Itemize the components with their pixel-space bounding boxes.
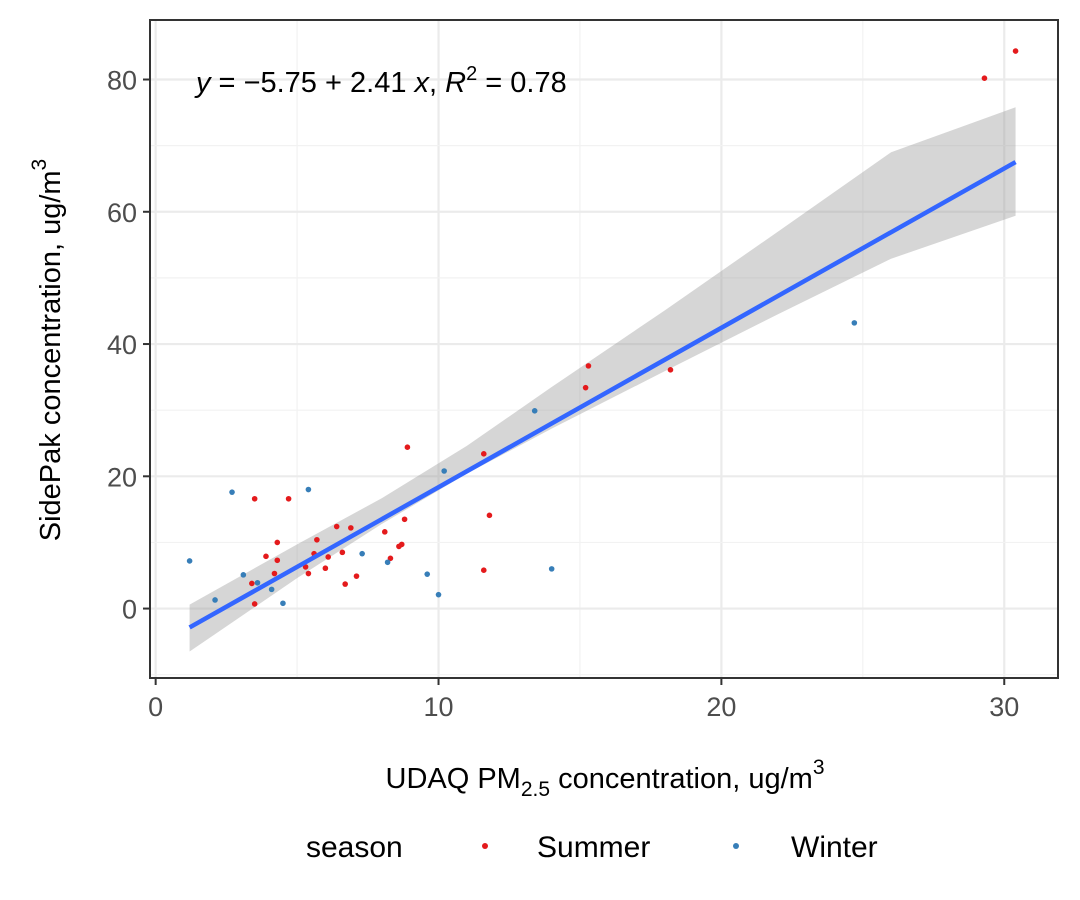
x-tick-label: 30 [989,692,1019,722]
point-summer [981,75,988,81]
point-summer [480,567,487,574]
point-summer [251,601,258,607]
x-axis-title-superscript: 3 [813,756,825,779]
point-summer [302,564,309,570]
point-summer [274,557,281,564]
point-summer [314,536,320,543]
equation-plus: + [317,67,350,99]
y-axis-title-text: SidePak concentration, ug/m [35,170,67,541]
y-tick-label: 60 [107,198,137,228]
axis-ticks: 0 10 20 30 0 20 40 60 80 [107,66,1019,722]
point-winter [851,320,858,326]
equation-r-var: R [445,67,466,99]
point-winter [384,559,391,566]
scatter-points [186,48,1019,607]
point-winter [229,489,235,495]
equation-x-var: x [413,67,431,99]
point-summer [348,525,354,531]
legend-label-winter: Winter [791,831,878,864]
x-axis-title-prefix: UDAQ PM [386,763,521,795]
point-winter [548,566,555,572]
point-summer [398,541,405,548]
point-summer [381,529,388,535]
point-winter [186,558,193,564]
point-winter [212,597,218,603]
legend-title: season [306,831,403,864]
regression-line [188,160,1017,630]
point-summer [1012,48,1019,54]
confidence-band [189,107,1016,652]
point-summer [387,555,394,562]
x-axis-title: UDAQ PM2.5 concentration, ug/m3 [386,756,825,801]
equation-equals: = [211,67,244,99]
point-summer [667,367,674,373]
regression-line-group [188,160,1017,630]
point-summer [404,444,411,451]
confidence-ribbon [189,107,1016,652]
point-summer [480,451,487,457]
point-summer [322,565,329,572]
point-winter [240,572,247,578]
point-summer [353,573,360,579]
point-summer [342,581,348,587]
x-axis-title-suffix: concentration, ug/m [550,763,813,795]
legend-label-summer: Summer [537,831,650,864]
equation-r-exponent: 2 [466,63,477,85]
point-winter [359,550,365,557]
point-summer [251,495,258,502]
x-tick-label: 10 [423,692,453,722]
point-winter [254,579,261,586]
y-axis-title: SidePak concentration, ug/m3 [28,159,67,541]
point-winter [305,486,312,493]
point-summer [274,539,281,546]
equation-slope: 2.41 [350,67,406,99]
y-tick-label: 40 [107,330,137,360]
regression-equation: y = −5.75 + 2.41 x, R2 = 0.78 [194,63,567,99]
point-summer [585,363,592,369]
equation-intercept: −5.75 [244,67,317,99]
point-summer [271,570,278,577]
point-winter [435,591,442,598]
point-winter [280,600,286,607]
legend-key-summer [482,843,488,849]
x-tick-label: 20 [706,692,736,722]
point-summer [401,516,408,523]
equation-separator: , [429,67,445,99]
x-tick-label: 0 [148,692,163,722]
point-winter [531,408,538,414]
point-summer [486,512,493,519]
y-axis-title-superscript: 3 [28,159,51,171]
grid-lines [150,20,1058,678]
x-axis-title-subscript: 2.5 [521,778,550,801]
point-summer [249,580,255,587]
point-summer [285,495,292,502]
equation-r-value: 0.78 [510,67,566,99]
point-winter [441,468,447,474]
equation-y-var: y [194,67,212,99]
point-summer [325,554,332,560]
y-tick-label: 0 [122,595,137,625]
y-tick-label: 20 [107,462,137,492]
point-winter [424,571,431,577]
point-summer [582,384,589,391]
legend-key-winter [733,843,739,849]
point-summer [305,570,312,577]
point-summer [263,553,269,560]
plot-panel-border [149,19,1059,679]
point-summer [333,523,340,530]
y-tick-label: 80 [107,66,137,96]
point-winter [268,586,275,593]
legend: season Summer Winter [306,831,878,864]
point-summer [339,549,346,556]
